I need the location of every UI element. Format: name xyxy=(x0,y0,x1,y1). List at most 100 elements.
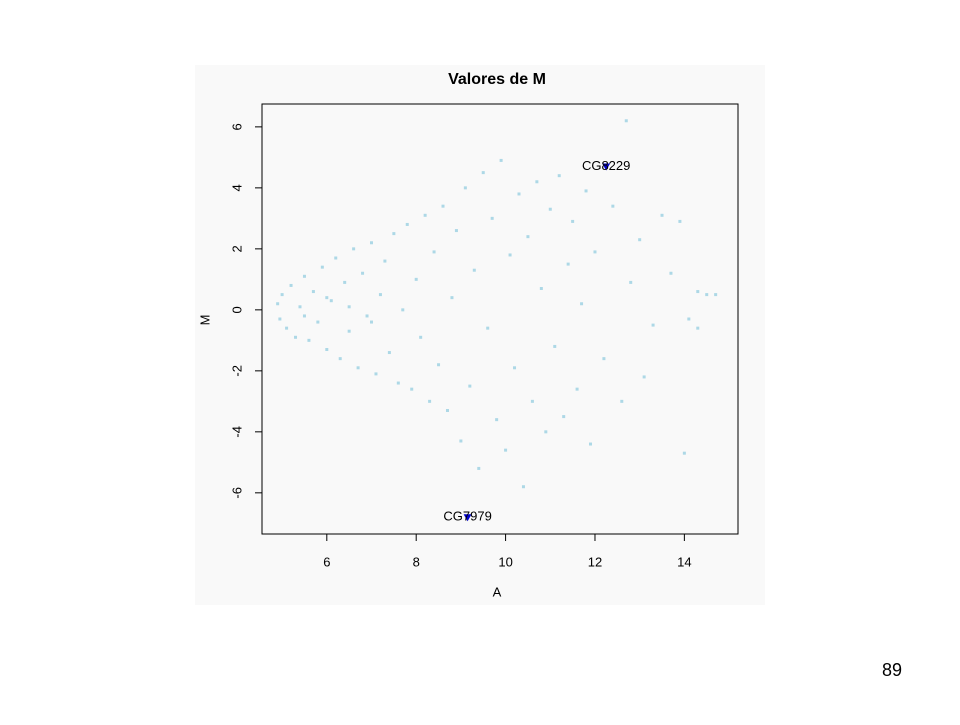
point xyxy=(669,271,673,275)
point xyxy=(320,265,324,269)
point xyxy=(544,430,548,434)
point xyxy=(517,192,521,196)
x-tick-label: 12 xyxy=(588,554,602,569)
point xyxy=(504,448,508,452)
point xyxy=(566,262,570,266)
point xyxy=(687,317,691,321)
point xyxy=(276,302,280,306)
point xyxy=(539,287,543,291)
point xyxy=(396,381,400,385)
point xyxy=(343,280,347,284)
point xyxy=(584,189,588,193)
point xyxy=(580,302,584,306)
point xyxy=(477,466,481,470)
point xyxy=(638,238,642,242)
point xyxy=(285,326,289,330)
point xyxy=(325,296,329,300)
point xyxy=(548,207,552,211)
point xyxy=(414,277,418,281)
point xyxy=(499,158,503,162)
point xyxy=(705,293,709,297)
highlight-point xyxy=(602,163,611,171)
highlight-label: CG7979 xyxy=(443,509,491,524)
point xyxy=(423,213,427,217)
point xyxy=(352,247,356,251)
point xyxy=(620,399,624,403)
point xyxy=(624,119,628,123)
point xyxy=(441,204,445,208)
point xyxy=(280,293,284,297)
point xyxy=(374,372,378,376)
point xyxy=(445,408,449,412)
point xyxy=(401,308,405,312)
x-axis-label: A xyxy=(493,584,502,599)
point xyxy=(347,305,351,309)
point xyxy=(307,338,311,342)
point xyxy=(347,329,351,333)
point xyxy=(602,357,606,361)
point xyxy=(329,299,333,303)
point xyxy=(486,326,490,330)
point xyxy=(571,219,575,223)
y-tick-label: 6 xyxy=(229,123,244,130)
point xyxy=(294,335,298,339)
point xyxy=(521,485,525,489)
point xyxy=(553,344,557,348)
point xyxy=(696,290,700,294)
point xyxy=(472,268,476,272)
point xyxy=(428,399,432,403)
highlight-label: CG8229 xyxy=(582,158,630,173)
point xyxy=(557,174,561,178)
point xyxy=(481,171,485,175)
point xyxy=(370,320,374,324)
point xyxy=(589,442,593,446)
y-tick-label: 0 xyxy=(229,306,244,313)
y-tick-label: -2 xyxy=(229,365,244,377)
point xyxy=(642,375,646,379)
point xyxy=(459,439,463,443)
point xyxy=(432,250,436,254)
point xyxy=(278,317,282,321)
point xyxy=(370,241,374,245)
point xyxy=(302,314,306,318)
point xyxy=(535,180,539,184)
page-number: 89 xyxy=(882,660,902,680)
point xyxy=(530,399,534,403)
point xyxy=(298,305,302,309)
point xyxy=(419,335,423,339)
point xyxy=(495,418,499,422)
point xyxy=(682,451,686,455)
highlight-point xyxy=(463,514,472,522)
point xyxy=(392,232,396,236)
point xyxy=(508,253,512,257)
point xyxy=(513,366,517,370)
point xyxy=(629,280,633,284)
point xyxy=(361,271,365,275)
point xyxy=(454,229,458,233)
y-tick-label: -6 xyxy=(229,487,244,499)
point xyxy=(365,314,369,318)
point xyxy=(334,256,338,260)
point xyxy=(383,259,387,263)
point xyxy=(575,387,579,391)
point xyxy=(651,323,655,327)
x-tick-label: 14 xyxy=(677,554,691,569)
plot-box xyxy=(261,103,739,535)
point xyxy=(526,235,530,239)
point xyxy=(378,293,382,297)
point xyxy=(356,366,360,370)
x-tick-label: 6 xyxy=(323,554,330,569)
point xyxy=(611,204,615,208)
point xyxy=(311,290,315,294)
point xyxy=(410,387,414,391)
y-tick-label: 4 xyxy=(229,184,244,191)
y-tick-label: 2 xyxy=(229,245,244,252)
point xyxy=(387,351,391,355)
point xyxy=(325,347,329,351)
point xyxy=(450,296,454,300)
point xyxy=(714,293,718,297)
point xyxy=(338,357,342,361)
point xyxy=(490,216,494,220)
point xyxy=(463,186,467,190)
